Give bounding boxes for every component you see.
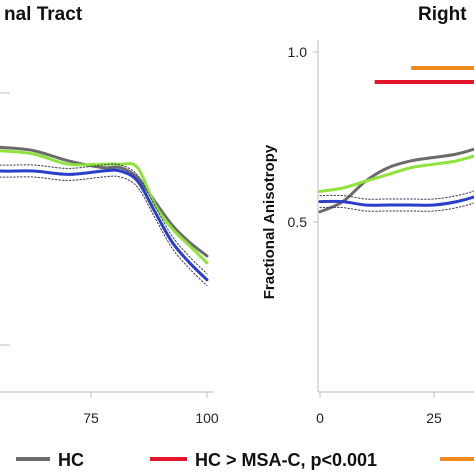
x-tick-label-75: 75: [83, 410, 99, 426]
x-tick-label-25: 25: [426, 410, 442, 426]
right-chart: 1.0 0.5 0 25 Fractional Anisotropy: [261, 40, 474, 426]
right-ci-upper-msa_c: [319, 190, 474, 200]
y-axis-title: Fractional Anisotropy: [261, 144, 278, 299]
y-tick-label-1: 1.0: [288, 44, 308, 60]
left-series-line-msa_c: [0, 168, 209, 282]
right-series-line-hc: [318, 147, 474, 214]
left-ci-lower-msa_c: [0, 175, 208, 287]
right-series-line-msa_c: [318, 195, 474, 207]
significance-bars: [374, 66, 474, 84]
left-ci-upper-msa_c: [0, 163, 208, 275]
right-series-group: [318, 147, 474, 214]
left-chart-title: nal Tract: [4, 4, 83, 25]
legend-label-hc-gt-msa-c: HC > MSA-C, p<0.001: [195, 450, 377, 470]
x-tick-label-100: 100: [195, 410, 219, 426]
right-chart-title: Right: [418, 4, 467, 25]
x-tick-label-0: 0: [316, 410, 324, 426]
left-series-line-hc: [0, 145, 209, 258]
y-tick-label-05: 0.5: [288, 214, 308, 230]
left-series-group: [0, 145, 209, 287]
right-ci-lower-msa_c: [319, 202, 474, 212]
right-series-line-green: [318, 154, 474, 193]
left-chart: 75 100: [0, 92, 219, 426]
left-series-line-green: [0, 149, 209, 265]
legend: HC HC > MSA-C, p<0.001: [16, 450, 474, 470]
legend-label-hc: HC: [58, 450, 84, 470]
